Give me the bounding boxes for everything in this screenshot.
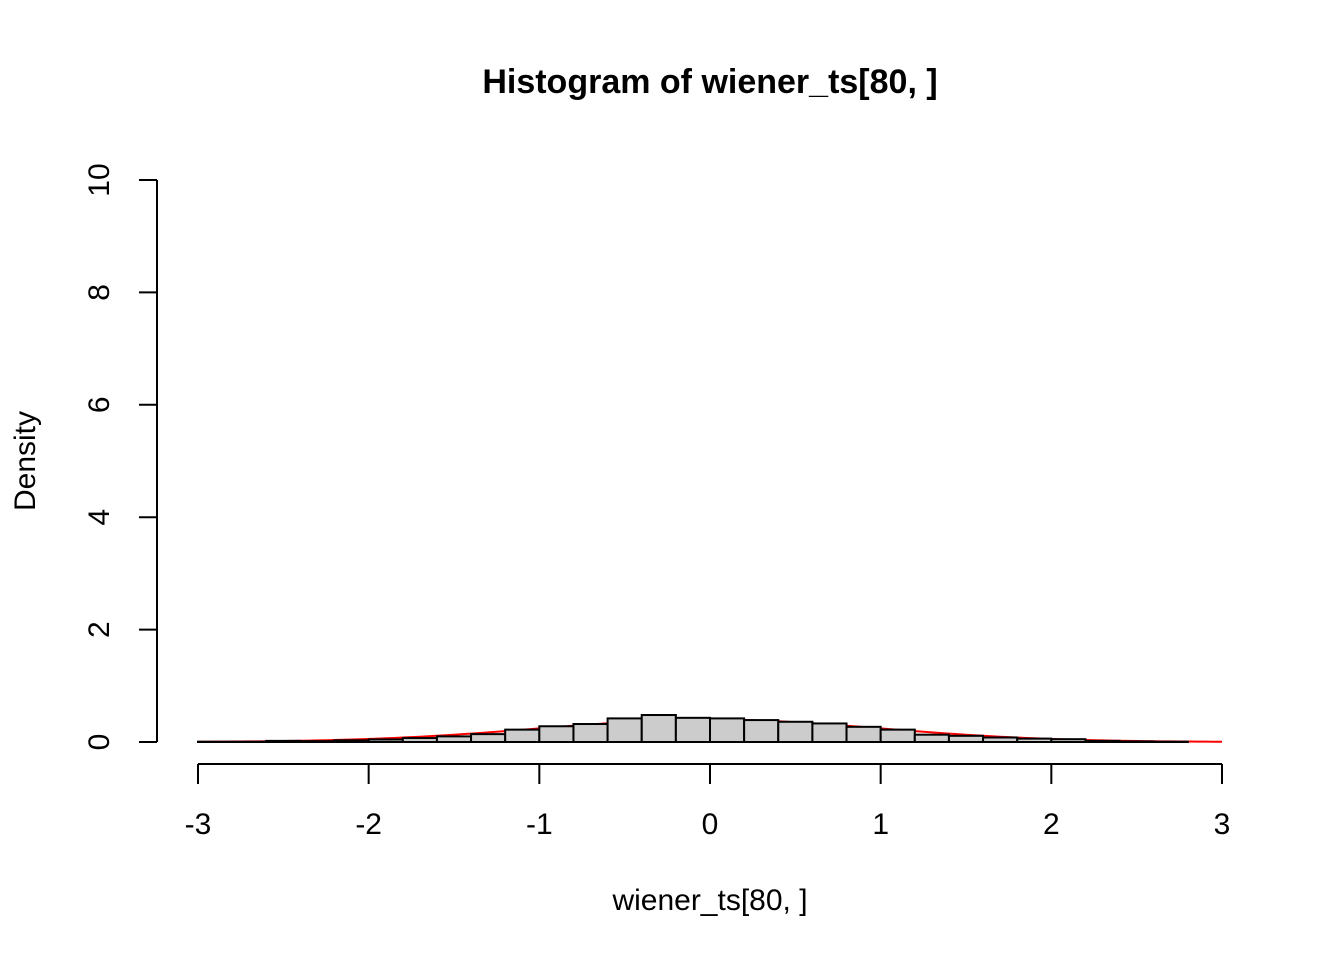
chart-title: Histogram of wiener_ts[80, ]: [482, 63, 937, 101]
x-axis-label: wiener_ts[80, ]: [611, 884, 807, 917]
x-tick-label-4: 1: [872, 808, 889, 841]
y-tick-label-3: 6: [83, 396, 116, 413]
x-tick-label-1: -2: [355, 808, 382, 841]
x-tick-label-5: 2: [1043, 808, 1060, 841]
histogram-bar-25: [1050, 738, 1087, 744]
y-axis-label: Density: [9, 411, 42, 511]
histogram-bar-17: [777, 720, 814, 744]
y-axis: 0 2 4 6 8 10: [83, 163, 1188, 750]
histogram-bar-13: [640, 714, 677, 744]
x-tick-label-0: -3: [185, 808, 212, 841]
histogram-bar-5: [367, 738, 404, 743]
histogram-bar-8: [470, 733, 507, 744]
histogram-bar-12: [606, 717, 643, 744]
histogram-bar-3: [299, 740, 336, 743]
x-tick-label-2: -1: [526, 808, 553, 841]
y-tick-label-5: 10: [83, 163, 116, 196]
histogram-bar-23: [982, 736, 1019, 743]
histogram-bar-6: [401, 737, 438, 744]
x-axis: -3 -2 -1 0 1 2 3: [185, 763, 1231, 841]
histogram-bar-21: [913, 733, 950, 744]
histogram-bar-18: [811, 722, 848, 744]
histogram-bar-26: [1084, 739, 1121, 744]
histogram-bar-9: [504, 728, 541, 744]
histogram-bar-14: [674, 716, 711, 744]
histogram-bar-2: [265, 739, 302, 744]
histogram-bar-16: [743, 719, 780, 744]
histogram-bar-7: [435, 735, 473, 744]
histogram-bar-15: [709, 717, 746, 744]
histogram-bar-10: [538, 725, 575, 744]
y-tick-label-1: 2: [83, 621, 116, 638]
histogram-bar-27: [1118, 740, 1155, 744]
histogram-bar-24: [1016, 737, 1053, 744]
histogram-bar-11: [572, 723, 609, 744]
histogram-bar-22: [947, 734, 985, 744]
y-tick-label-4: 8: [83, 284, 116, 301]
histogram-bar-4: [333, 739, 370, 743]
histogram-bar-20: [879, 728, 916, 744]
histogram-bar-19: [845, 725, 882, 744]
y-tick-label-0: 0: [83, 734, 116, 751]
y-tick-label-2: 4: [83, 509, 116, 526]
x-tick-label-6: 3: [1214, 808, 1231, 841]
x-tick-label-3: 0: [702, 808, 719, 841]
histogram-bars: [197, 714, 1189, 744]
